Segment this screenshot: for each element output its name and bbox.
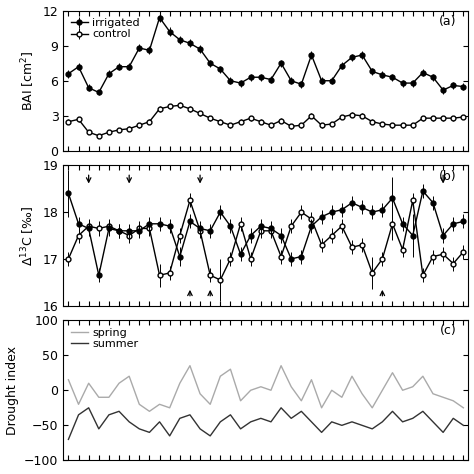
summer xyxy=(187,412,193,418)
spring xyxy=(238,398,244,404)
Line: spring: spring xyxy=(68,366,464,411)
spring xyxy=(157,401,163,407)
Line: summer: summer xyxy=(68,408,464,439)
Text: (a): (a) xyxy=(439,15,456,28)
summer xyxy=(461,422,466,428)
summer xyxy=(106,412,112,418)
spring xyxy=(106,394,112,400)
spring xyxy=(197,391,203,397)
spring xyxy=(167,405,173,410)
spring xyxy=(390,370,395,375)
spring xyxy=(65,377,71,383)
spring xyxy=(450,398,456,404)
summer xyxy=(258,416,264,421)
summer xyxy=(76,412,82,418)
summer xyxy=(197,426,203,432)
summer xyxy=(228,412,233,418)
spring xyxy=(380,387,385,393)
summer xyxy=(309,419,314,425)
summer xyxy=(339,422,345,428)
spring xyxy=(137,401,142,407)
summer xyxy=(299,409,304,414)
spring xyxy=(177,381,182,386)
Y-axis label: BAI [cm$^2$]: BAI [cm$^2$] xyxy=(19,50,37,111)
spring xyxy=(420,374,426,379)
spring xyxy=(248,387,254,393)
summer xyxy=(380,419,385,425)
spring xyxy=(319,405,324,410)
spring xyxy=(329,387,335,393)
spring xyxy=(400,387,405,393)
spring xyxy=(76,401,82,407)
summer xyxy=(319,429,324,435)
spring xyxy=(146,409,152,414)
summer xyxy=(440,429,446,435)
summer xyxy=(177,416,182,421)
summer xyxy=(369,426,375,432)
spring xyxy=(218,374,223,379)
summer xyxy=(65,437,71,442)
summer xyxy=(167,433,173,439)
summer xyxy=(127,419,132,425)
spring xyxy=(86,381,91,386)
spring xyxy=(127,374,132,379)
summer xyxy=(390,409,395,414)
summer xyxy=(410,416,416,421)
summer xyxy=(137,426,142,432)
spring xyxy=(339,394,345,400)
spring xyxy=(359,391,365,397)
spring xyxy=(288,384,294,390)
spring xyxy=(278,363,284,369)
summer xyxy=(359,422,365,428)
summer xyxy=(450,416,456,421)
summer xyxy=(157,419,163,425)
summer xyxy=(238,426,244,432)
summer xyxy=(278,405,284,410)
spring xyxy=(258,384,264,390)
Text: (b): (b) xyxy=(438,170,456,182)
Y-axis label: $\Delta^{13}$C [‰]: $\Delta^{13}$C [‰] xyxy=(19,205,37,265)
summer xyxy=(207,433,213,439)
summer xyxy=(420,409,426,414)
spring xyxy=(349,374,355,379)
spring xyxy=(187,363,193,369)
spring xyxy=(369,405,375,410)
summer xyxy=(86,405,91,410)
summer xyxy=(288,416,294,421)
spring xyxy=(461,405,466,410)
spring xyxy=(207,401,213,407)
spring xyxy=(228,366,233,372)
summer xyxy=(349,419,355,425)
summer xyxy=(248,419,254,425)
Y-axis label: Drought index: Drought index xyxy=(6,346,18,435)
summer xyxy=(218,419,223,425)
summer xyxy=(268,419,274,425)
spring xyxy=(440,394,446,400)
summer xyxy=(116,409,122,414)
summer xyxy=(329,419,335,425)
Text: (c): (c) xyxy=(439,324,456,337)
summer xyxy=(146,429,152,435)
spring xyxy=(410,384,416,390)
spring xyxy=(96,394,101,400)
spring xyxy=(430,391,436,397)
Legend: irrigated, control: irrigated, control xyxy=(69,16,142,42)
spring xyxy=(309,377,314,383)
Legend: spring, summer: spring, summer xyxy=(69,326,141,351)
summer xyxy=(96,426,101,432)
summer xyxy=(430,419,436,425)
spring xyxy=(299,398,304,404)
spring xyxy=(116,381,122,386)
spring xyxy=(268,387,274,393)
summer xyxy=(400,419,405,425)
